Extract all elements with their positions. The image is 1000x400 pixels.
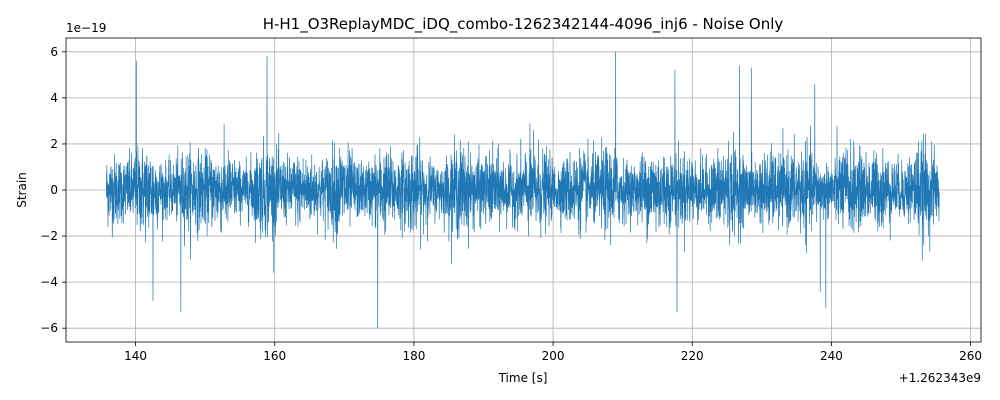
y-tick-label: 4	[50, 91, 58, 105]
x-tick-label: 180	[402, 349, 425, 363]
y-tick-label: 2	[50, 137, 58, 151]
y-tick-label: 6	[50, 45, 58, 59]
chart-title: H-H1_O3ReplayMDC_iDQ_combo-1262342144-40…	[263, 15, 784, 34]
x-axis-label: Time [s]	[498, 371, 548, 385]
axis-ticks: 140 160 180 200 220 240 260 −6 −4 −2 0 2 4 6	[40, 45, 982, 363]
x-tick-label: 260	[959, 349, 982, 363]
y-tick-label: −6	[40, 321, 58, 335]
x-tick-label: 200	[542, 349, 565, 363]
x-tick-label: 160	[263, 349, 286, 363]
y-scale-label: 1e−19	[66, 21, 106, 35]
plot-area	[106, 51, 940, 329]
y-tick-label: −2	[40, 229, 58, 243]
x-offset-label: +1.262343e9	[899, 371, 981, 385]
y-axis-label: Strain	[15, 172, 29, 208]
x-tick-label: 240	[820, 349, 843, 363]
y-tick-label: −4	[40, 275, 58, 289]
x-tick-label: 140	[124, 349, 147, 363]
series-line-strain	[106, 51, 940, 329]
x-tick-label: 220	[681, 349, 704, 363]
y-tick-label: 0	[50, 183, 58, 197]
